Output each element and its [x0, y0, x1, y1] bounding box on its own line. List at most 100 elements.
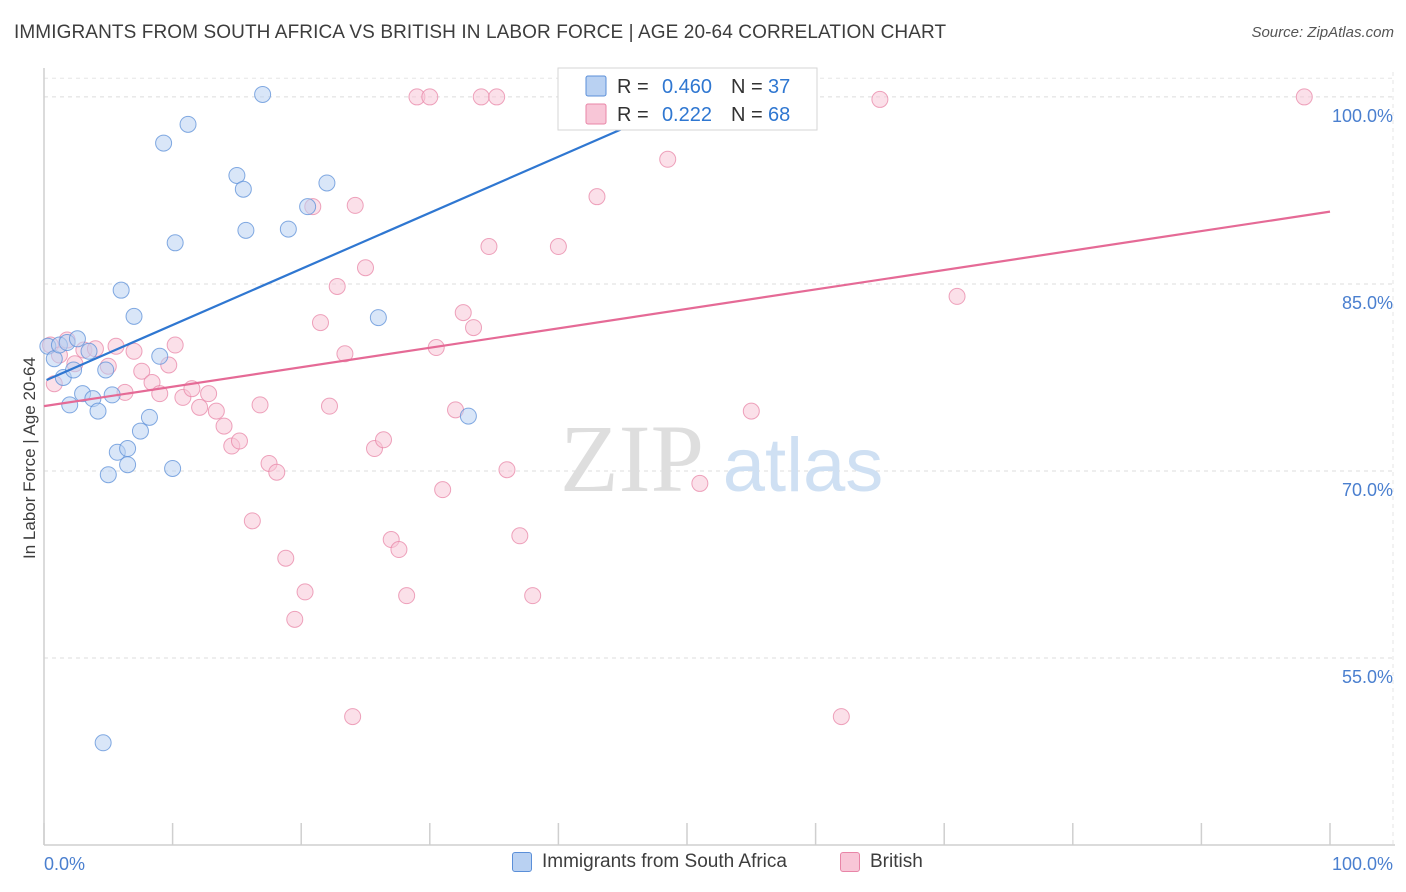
british-point: [511, 527, 529, 545]
stats-r-value: 0.460: [662, 76, 712, 98]
stats-r-value: 0.222: [662, 104, 712, 126]
british-point: [357, 259, 374, 277]
british-point: [215, 417, 233, 435]
tick-labels: 100.0% 85.0% 70.0% 55.0% 0.0% 100.0%: [44, 106, 1393, 874]
british-point: [588, 188, 606, 206]
stats-legend: R = 0.460 N = 37 R = 0.222 N = 68: [557, 67, 818, 131]
series-legend: Immigrants from South Africa British: [0, 851, 1406, 877]
south-africa-point: [254, 85, 272, 103]
south-africa-point: [318, 174, 336, 192]
british-point: [328, 277, 346, 295]
british-point: [243, 512, 261, 530]
british-point: [659, 150, 677, 168]
y-tick-label: 55.0%: [1342, 667, 1393, 687]
british-point: [742, 402, 760, 420]
y-tick-label: 70.0%: [1342, 480, 1393, 500]
axes: [43, 68, 1395, 846]
south-africa-point: [131, 422, 149, 440]
british-point: [133, 362, 151, 380]
british-point: [207, 402, 225, 420]
y-tick-label: 85.0%: [1342, 293, 1393, 313]
south-africa-point: [125, 307, 143, 325]
british-point: [230, 432, 248, 450]
south-africa-point: [237, 221, 255, 239]
south-africa-point: [151, 347, 169, 365]
stats-r-label: R =: [617, 104, 649, 126]
south-africa-point: [228, 166, 246, 184]
british-point: [488, 88, 506, 106]
british-point: [277, 549, 295, 567]
british-point: [125, 342, 143, 360]
british-point: [524, 587, 542, 605]
british-point: [311, 314, 329, 332]
trend-lines: [43, 88, 1331, 408]
british-point: [166, 336, 184, 354]
x-tick-label-min: 0.0%: [44, 854, 85, 874]
british-point: [832, 708, 850, 726]
south-africa-point: [155, 134, 173, 152]
british-point: [375, 431, 393, 449]
south-africa-point: [80, 342, 98, 360]
british-point: [1295, 88, 1313, 106]
south-africa-point: [68, 330, 86, 348]
south-africa-point: [166, 234, 184, 252]
british-point: [871, 90, 889, 108]
x-tick-label-max: 100.0%: [1332, 854, 1393, 874]
legend-label-british: British: [870, 851, 923, 872]
south-africa-point: [140, 408, 158, 426]
south-africa-point: [89, 402, 107, 420]
legend-item-british[interactable]: British: [840, 851, 923, 873]
british-point: [191, 398, 209, 416]
stats-n-label: N =: [731, 104, 763, 126]
south-africa-points: [39, 85, 477, 752]
stats-swatch-south-africa: [585, 75, 607, 97]
south-africa-point: [459, 407, 477, 425]
british-point: [421, 88, 439, 106]
south-africa-point: [179, 115, 197, 133]
south-africa-point: [369, 309, 387, 327]
stats-n-label: N =: [731, 76, 763, 98]
south-africa-point: [112, 281, 130, 299]
legend-swatch-british: [840, 852, 860, 872]
y-tick-label: 100.0%: [1332, 106, 1393, 126]
source-label: Source: ZipAtlas.com: [1251, 24, 1394, 41]
south-africa-point: [94, 734, 112, 752]
south-africa-trend-line: [46, 88, 714, 381]
south-africa-point: [119, 440, 137, 458]
south-africa-point: [234, 180, 252, 198]
british-point: [472, 88, 490, 106]
south-africa-point: [299, 198, 317, 216]
stats-n-value: 68: [768, 104, 790, 126]
british-point: [320, 397, 338, 415]
british-point: [480, 238, 498, 256]
south-africa-point: [164, 459, 182, 477]
stats-r-label: R =: [617, 76, 649, 98]
chart-title: IMMIGRANTS FROM SOUTH AFRICA VS BRITISH …: [14, 22, 947, 43]
british-point: [251, 396, 269, 414]
british-point: [336, 345, 354, 363]
legend-swatch-south-africa: [512, 852, 532, 872]
stats-n-value: 37: [768, 76, 790, 98]
british-point: [465, 319, 483, 337]
british-point: [498, 461, 516, 479]
legend-label-south-africa: Immigrants from South Africa: [542, 851, 787, 872]
british-point: [268, 463, 286, 481]
british-point: [691, 474, 709, 492]
british-point: [948, 287, 966, 305]
british-point: [344, 708, 362, 726]
south-africa-point: [61, 396, 79, 414]
south-africa-point: [279, 220, 297, 238]
british-trend-line: [43, 210, 1331, 408]
watermark: ZIP atlas: [560, 405, 883, 512]
south-africa-point: [97, 361, 115, 379]
british-point: [200, 385, 218, 403]
british-point: [434, 481, 452, 499]
british-point: [398, 587, 416, 605]
legend-item-south-africa[interactable]: Immigrants from South Africa: [512, 851, 787, 873]
stats-swatch-british: [585, 103, 607, 125]
british-point: [390, 541, 408, 559]
watermark-atlas: atlas: [723, 423, 884, 508]
british-point: [286, 610, 304, 628]
south-africa-point: [99, 466, 117, 484]
